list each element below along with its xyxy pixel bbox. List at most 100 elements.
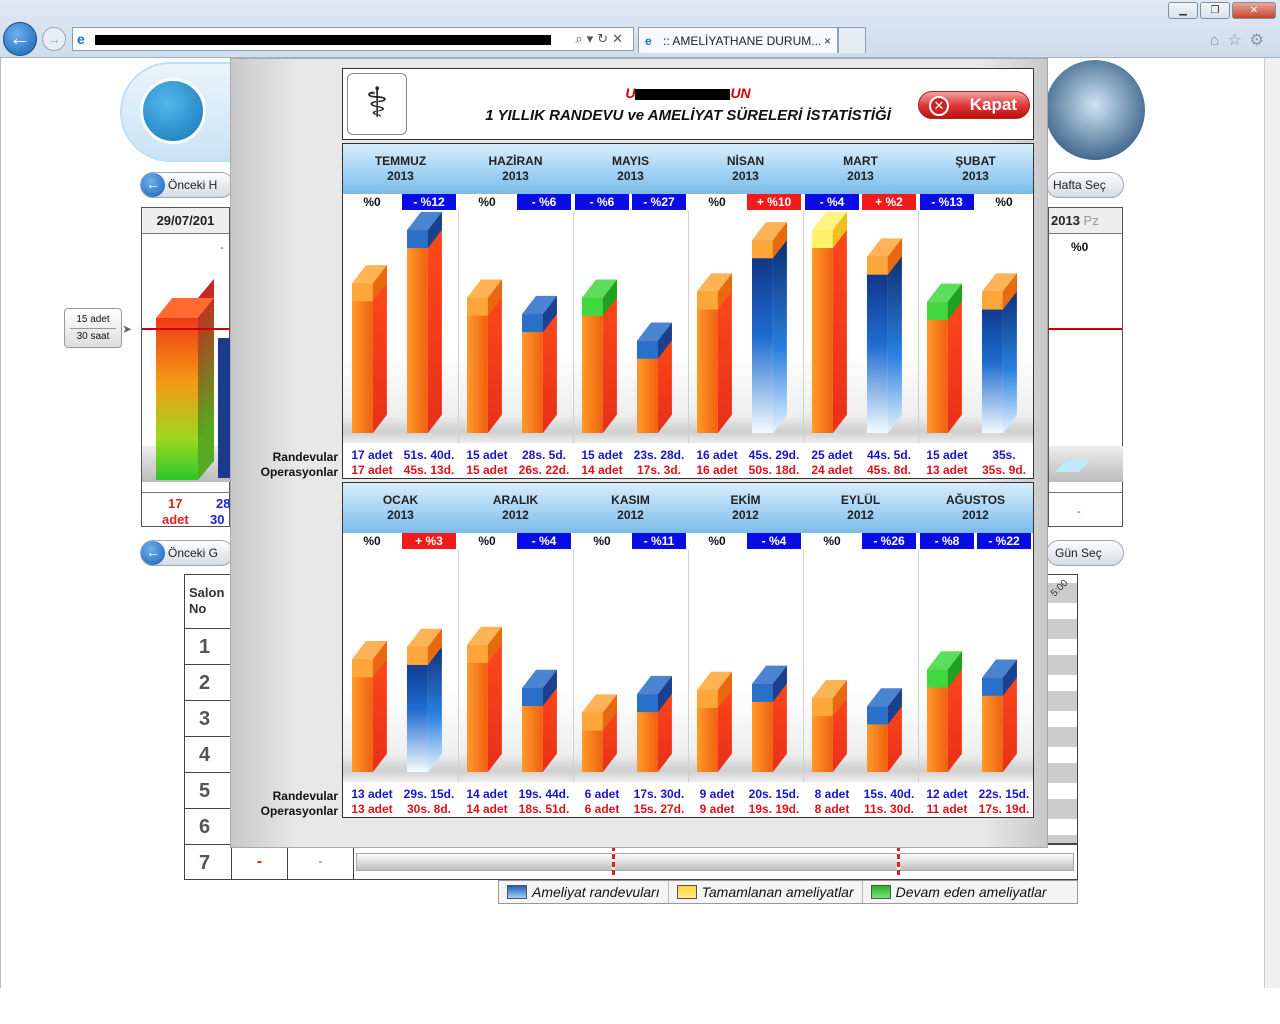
month-name: NİSAN — [726, 154, 765, 168]
restore-button[interactable]: ❐ — [1200, 2, 1230, 19]
duration-values: 22s. 15d. 17s. 19d. — [975, 787, 1033, 817]
duration-values: 29s. 15d. 30s. 8d. — [400, 787, 458, 817]
change-percent-left: %0 — [690, 194, 744, 210]
day-bar — [156, 278, 214, 480]
duration-bar — [637, 322, 672, 433]
month-year: 2013 — [387, 508, 414, 522]
salon-row[interactable]: 6 — [185, 809, 231, 845]
count-bar-top — [467, 626, 502, 645]
month-header: NİSAN 2013 — [688, 144, 803, 194]
count-bar-top — [927, 651, 962, 670]
count-bar-cap — [352, 283, 373, 302]
count-bar-cap-side — [372, 265, 387, 302]
month-year: 2013 — [617, 169, 644, 183]
operation-value: 50s. 18d. — [748, 463, 800, 477]
count-bar-side — [372, 265, 387, 433]
forward-button[interactable]: → — [42, 27, 66, 51]
home-icon[interactable]: ⌂ — [1209, 32, 1228, 49]
prev-week-button[interactable]: ← Önceki H — [140, 172, 234, 198]
chart-section-2013: TEMMUZ 2013 %0- %12 17 adet 17 adet 51s. 40d.… — [342, 143, 1034, 479]
month-header: MART 2013 — [803, 144, 918, 194]
count-bar-cap — [352, 659, 373, 678]
gear-icon[interactable]: ⚙ — [1249, 32, 1272, 49]
change-percent-left: %0 — [805, 533, 859, 549]
timeline-track[interactable] — [356, 846, 1074, 878]
salon-row[interactable]: 4 — [185, 737, 231, 773]
browser-tab[interactable]: e :: AMELİYATHANE DURUM... × — [638, 27, 838, 53]
duration-bar — [522, 669, 557, 772]
appointments-label: Randevular — [272, 789, 338, 803]
duration-bar-top — [637, 322, 672, 341]
month-name: HAZİRAN — [488, 154, 543, 168]
address-bar[interactable]: e ⌕▾↻✕ — [72, 27, 634, 51]
prev-day-button[interactable]: ← Önceki G — [140, 540, 234, 566]
salon-row[interactable]: 3 — [185, 701, 231, 737]
duration-values: 19s. 44d. 18s. 51d. — [515, 787, 573, 817]
legend-item: Ameliyat randevuları — [499, 881, 669, 903]
right-day-panel: 2013 Pz %0 - — [1048, 207, 1123, 527]
minimize-button[interactable]: ▁ — [1168, 2, 1198, 19]
salon-row[interactable]: 1 — [185, 629, 231, 665]
close-window-button[interactable]: ✕ — [1232, 2, 1276, 19]
duration-values: 28s. 5d. 26s. 22d. — [515, 448, 573, 478]
duration-bar-front — [522, 687, 543, 772]
duration-bar — [407, 628, 442, 772]
count-bar-cap — [467, 644, 488, 663]
favorites-icon[interactable]: ☆ — [1227, 32, 1250, 49]
salon-row[interactable]: 7 — [199, 852, 211, 874]
count-bar-top — [927, 283, 962, 302]
salon-row[interactable]: 2 — [185, 665, 231, 701]
month-name: EKİM — [730, 493, 761, 507]
vertical-scrollbar[interactable] — [1264, 58, 1280, 988]
arrow-left-icon: ← — [141, 541, 165, 565]
threshold-line — [142, 328, 230, 330]
operation-value: 26s. 22d. — [518, 463, 570, 477]
salon-row[interactable]: 5 — [185, 773, 231, 809]
count-bar-front — [927, 669, 948, 772]
month-year: 2013 — [732, 169, 759, 183]
week-select-button[interactable]: Hafta Seç — [1046, 172, 1124, 198]
tip-line1: 15 adet — [76, 314, 110, 325]
address-controls[interactable]: ⌕▾↻✕ — [575, 31, 627, 46]
operation-value: 30s. 8d. — [406, 802, 452, 816]
threshold-tooltip: 15 adet 30 saat — [64, 308, 122, 348]
duration-bar-front — [752, 240, 773, 433]
count-bar-front — [812, 698, 833, 772]
month-header: OCAK 2013 — [343, 483, 458, 533]
duration-values: 23s. 28d. 17s. 3d. — [630, 448, 688, 478]
duration-bar-front — [407, 230, 428, 433]
change-percent-left: - %8 — [920, 533, 974, 549]
logo-emblem — [140, 78, 206, 144]
count-bar-cap — [927, 301, 948, 320]
duration-bar-cap — [752, 683, 773, 702]
back-button[interactable]: ← — [3, 22, 37, 56]
duration-bar-top — [407, 628, 442, 647]
change-percent-right: - %6 — [517, 194, 571, 210]
count-bar-front — [467, 644, 488, 772]
close-label: Kapat — [969, 95, 1017, 114]
tab-close-icon[interactable]: × — [823, 34, 831, 48]
duration-bar-side — [427, 628, 442, 772]
bar-chart — [352, 211, 1017, 433]
count-bar-top — [582, 279, 617, 298]
legend-item: Devam eden ameliyatlar — [863, 881, 1055, 903]
duration-bar-side — [1002, 273, 1017, 433]
change-percent-right: + %10 — [747, 194, 801, 210]
left-count2: 28 — [216, 496, 231, 511]
close-button[interactable]: ✕ Kapat — [918, 91, 1030, 119]
count-bar — [582, 694, 617, 772]
month-name: EYLÜL — [840, 493, 881, 507]
month-year: 2013 — [387, 169, 414, 183]
month-name: MART — [843, 154, 878, 168]
count-values: 8 adet 8 adet — [803, 787, 861, 817]
subtitle-end: UN — [730, 85, 751, 101]
count-bar-cap — [467, 297, 488, 316]
duration-bar-cap-side — [657, 322, 672, 359]
count-bar-cap-side — [602, 694, 617, 731]
duration-bar-side — [772, 222, 787, 433]
count-bar-cap-side — [947, 283, 962, 320]
change-percent-right: - %12 — [402, 194, 456, 210]
new-tab-button[interactable] — [838, 27, 866, 53]
day-select-button[interactable]: Gün Seç — [1046, 540, 1124, 566]
bar-chart — [352, 626, 1017, 772]
